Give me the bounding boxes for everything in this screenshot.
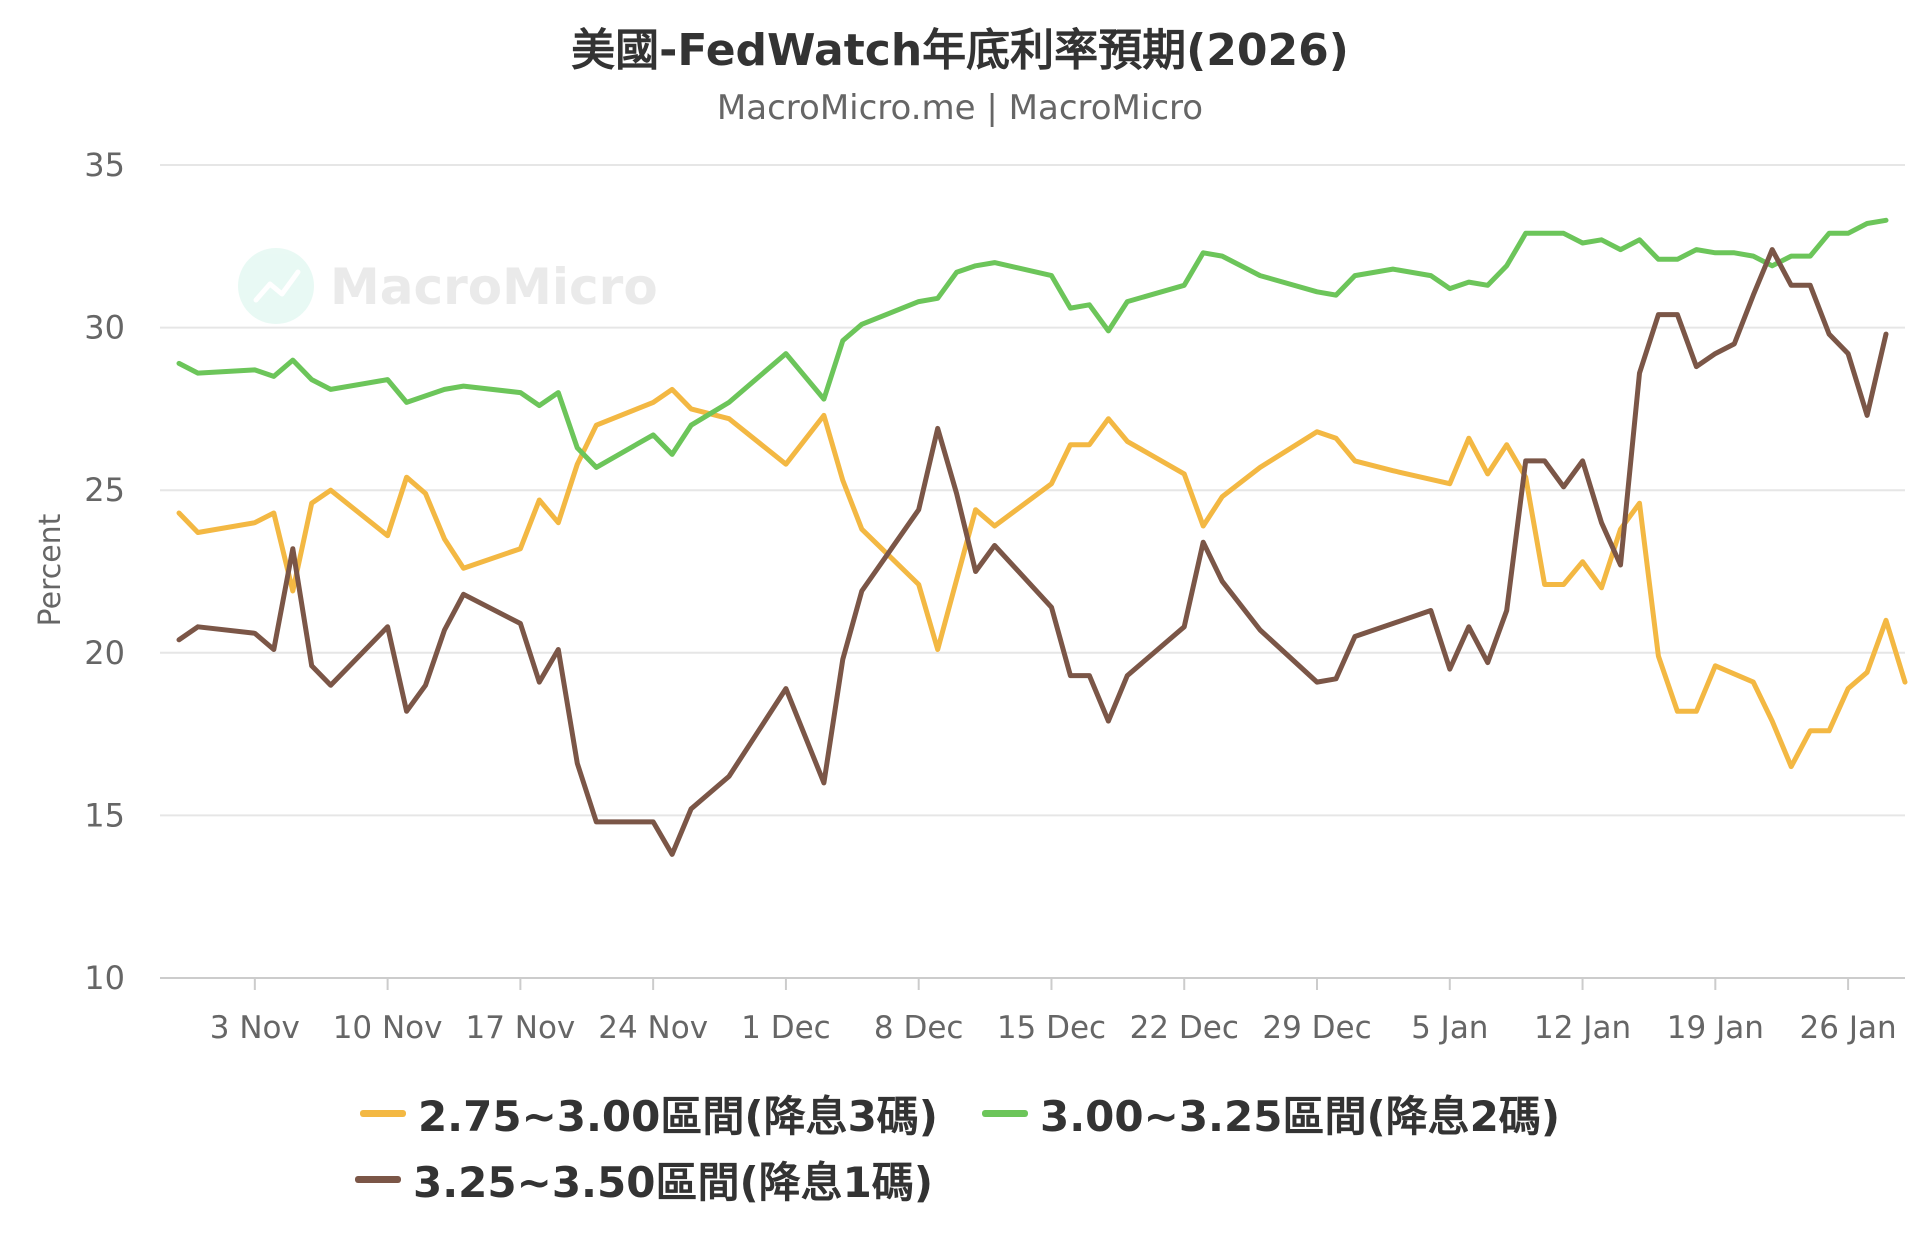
x-tick-label: 3 Nov (210, 1010, 300, 1046)
line-chart: MacroMicro 10 15 20 25 30 35 3 Nov 10 Nov 17 No… (33, 146, 1908, 1046)
y-tick-label: 25 (84, 471, 125, 509)
y-tick-label: 15 (84, 796, 125, 834)
y-axis-label: Percent (33, 513, 68, 626)
legend-swatch (982, 1109, 1028, 1117)
legend-item-2[interactable]: 3.00~3.25區間(降息2碼) (982, 1083, 1560, 1144)
series-group (176, 217, 1908, 857)
y-tick-label: 20 (84, 634, 125, 672)
legend-label: 3.25~3.50區間(降息1碼) (413, 1157, 934, 1207)
legend-swatch (355, 1175, 401, 1183)
y-tick-label: 35 (84, 146, 125, 184)
x-tick-label: 1 Dec (741, 1010, 831, 1046)
x-tick-label: 5 Jan (1411, 1010, 1488, 1046)
x-tick-label: 24 Nov (598, 1010, 708, 1046)
x-tick-label: 12 Jan (1534, 1010, 1631, 1046)
watermark-logo-icon (238, 248, 314, 324)
legend-row: 2.75~3.00區間(降息3碼) 3.00~3.25區間(降息2碼) (0, 1080, 1920, 1146)
legend-row: 3.25~3.50區間(降息1碼) (0, 1146, 1920, 1212)
series-line-1[interactable] (176, 386, 1908, 770)
x-tick-label: 8 Dec (874, 1010, 964, 1046)
legend-item-1[interactable]: 2.75~3.00區間(降息3碼) (359, 1083, 938, 1144)
y-tick-label: 10 (84, 959, 125, 997)
legend-label: 2.75~3.00區間(降息3碼) (417, 1091, 938, 1141)
y-tick-label: 30 (84, 309, 125, 347)
legend-swatch (359, 1109, 406, 1117)
x-tick-label: 17 Nov (465, 1010, 575, 1046)
x-tick-label: 22 Dec (1130, 1010, 1239, 1046)
y-axis: 10 15 20 25 30 35 (84, 146, 125, 997)
watermark-logo-trend-icon (253, 269, 301, 303)
legend-label: 3.00~3.25區間(降息2碼) (1040, 1091, 1561, 1141)
legend: 2.75~3.00區間(降息3碼) 3.00~3.25區間(降息2碼) 3.25~… (0, 1080, 1920, 1212)
x-tick-label: 26 Jan (1800, 1010, 1897, 1046)
chart-subtitle: MacroMicro.me | MacroMicro (716, 88, 1204, 128)
series-line-3[interactable] (176, 247, 1889, 857)
x-tick-label: 29 Dec (1262, 1010, 1371, 1046)
chart-title: 美國-FedWatch年底利率預期(2026) (571, 25, 1349, 76)
x-tick-label: 15 Dec (997, 1010, 1106, 1046)
series-line-2[interactable] (176, 217, 1889, 470)
x-axis: 3 Nov 10 Nov 17 Nov 24 Nov 1 Dec 8 Dec 15 Dec 2… (160, 977, 1905, 1046)
x-tick-label: 19 Jan (1667, 1010, 1764, 1046)
x-tick-label: 10 Nov (333, 1010, 443, 1046)
watermark-text: MacroMicro (330, 258, 658, 316)
legend-item-3[interactable]: 3.25~3.50區間(降息1碼) (355, 1149, 933, 1210)
watermark: MacroMicro (238, 248, 658, 324)
